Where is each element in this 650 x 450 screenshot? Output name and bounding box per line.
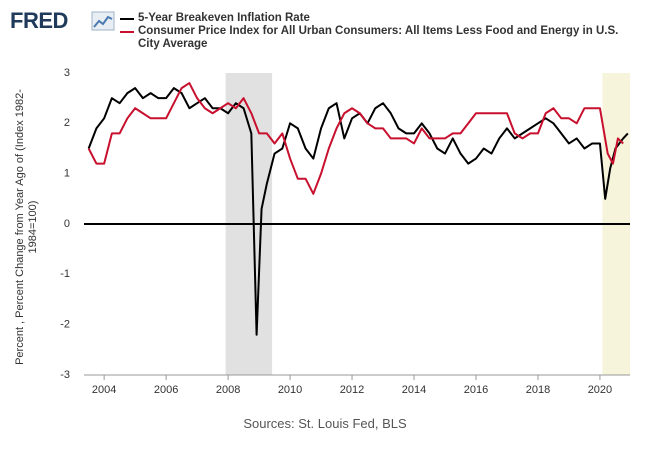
x-tick-label: 2004 [92,384,116,396]
y-tick-label: 3 [64,67,70,79]
legend-swatch [120,31,134,33]
y-tick-label: 2 [64,117,70,129]
legend-label: Consumer Price Index for All Urban Consu… [138,25,619,50]
y-tick-label: -3 [60,369,70,381]
sources: Sources: St. Louis Fed, BLS [243,416,407,431]
series-line [87,87,629,336]
legend: 5-Year Breakeven Inflation Rate Consumer … [120,12,625,51]
logo: FRED [10,8,68,33]
legend-item: 5-Year Breakeven Inflation Rate [120,12,625,25]
y-tick-label: -2 [60,319,70,331]
x-tick-label: 2018 [526,384,550,396]
x-tick-label: 2008 [216,384,240,396]
legend-swatch [120,18,134,20]
x-tick-label: 2010 [278,384,302,396]
y-tick-label: 0 [64,218,70,230]
x-tick-label: 2014 [402,384,426,396]
legend-item: Consumer Price Index for All Urban Consu… [120,25,625,51]
series-line [87,82,624,195]
y-tick-label: -1 [60,268,70,280]
x-tick-label: 2016 [464,384,488,396]
y-tick-label: 1 [64,168,70,180]
legend-label: 5-Year Breakeven Inflation Rate [138,12,310,24]
logo-icon [91,11,115,31]
y-axis-label: Percent , Percent Change from Year Ago o… [14,89,39,365]
x-tick-label: 2020 [588,384,612,396]
x-tick-label: 2012 [340,384,364,396]
x-tick-label: 2006 [154,384,178,396]
